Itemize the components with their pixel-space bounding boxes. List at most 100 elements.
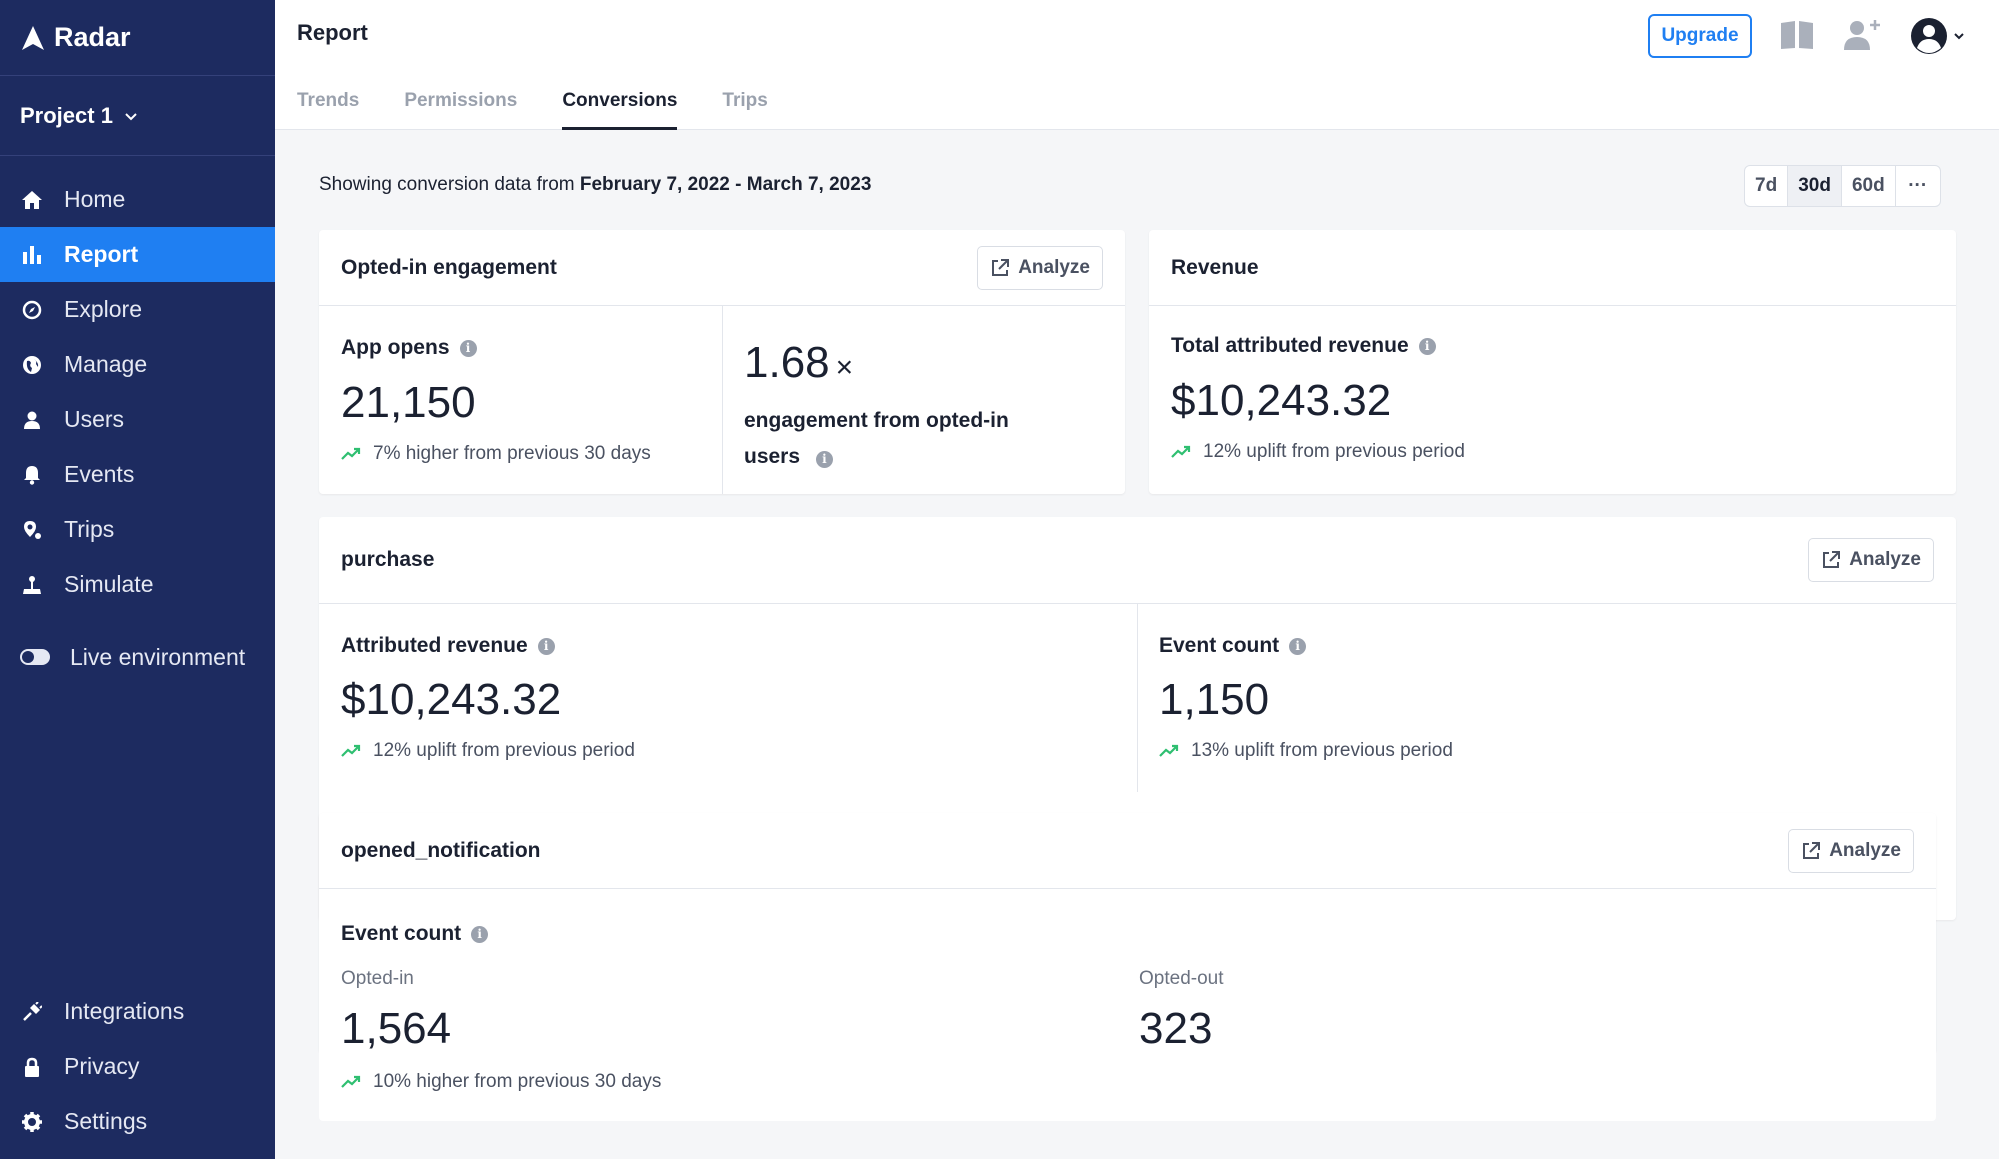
- range-60d-button[interactable]: 60d: [1842, 166, 1896, 206]
- sidebar-item-simulate[interactable]: Simulate: [0, 557, 275, 612]
- external-link-icon: [992, 258, 1010, 276]
- sidebar-item-label: Events: [64, 461, 135, 487]
- opted-out-value: 323: [1139, 1004, 1213, 1053]
- sidebar-item-explore[interactable]: Explore: [0, 282, 275, 337]
- range-selector: 7d 30d 60d ···: [1744, 165, 1941, 207]
- multiplier-label: engagement from opted-in users: [744, 409, 1009, 468]
- card-header: opened_notification Analyze: [319, 813, 1936, 889]
- lock-icon: [20, 1055, 44, 1079]
- globe-icon: [20, 353, 44, 377]
- sidebar-item-settings[interactable]: Settings: [0, 1094, 275, 1149]
- revenue-card: Revenue Total attributed revenue i $10,2…: [1149, 230, 1956, 494]
- analyze-label: Analyze: [1829, 839, 1901, 861]
- sidebar-item-label: Settings: [64, 1108, 148, 1134]
- add-user-icon[interactable]: [1843, 18, 1883, 57]
- plug-icon: [20, 1000, 44, 1024]
- sidebar-item-integrations[interactable]: Integrations: [0, 984, 275, 1039]
- delta-text: 7% higher from previous 30 days: [373, 443, 651, 464]
- joystick-icon: [20, 573, 44, 597]
- event-count-delta: 13% uplift from previous period: [1159, 740, 1453, 762]
- metric-label: Total attributed revenue i: [1171, 334, 1436, 358]
- multiplier-value: 1.68: [744, 338, 830, 387]
- app-opens-metric: App opens i: [341, 336, 477, 360]
- book-icon[interactable]: [1780, 20, 1814, 55]
- tab-trends[interactable]: Trends: [297, 90, 360, 111]
- route-pin-icon: [20, 518, 44, 542]
- opened-notification-body: Event count i Opted-in 1,564 10% higher …: [319, 889, 1936, 1121]
- event-count-value: 1,150: [1159, 675, 1270, 724]
- sidebar-item-users[interactable]: Users: [0, 392, 275, 447]
- opted-in-delta: 10% higher from previous 30 days: [341, 1071, 661, 1093]
- sidebar-item-privacy[interactable]: Privacy: [0, 1039, 275, 1094]
- info-icon[interactable]: i: [1418, 337, 1436, 355]
- metric-label: Event count i: [341, 922, 489, 946]
- sidebar-item-label: Explore: [64, 296, 142, 322]
- project-selector[interactable]: Project 1: [0, 76, 275, 156]
- upgrade-button[interactable]: Upgrade: [1648, 14, 1752, 58]
- app-opens-label: App opens: [341, 336, 450, 359]
- sidebar-item-events[interactable]: Events: [0, 447, 275, 502]
- sidebar-item-report[interactable]: Report: [0, 227, 275, 282]
- toggle-switch-icon[interactable]: [20, 649, 50, 665]
- date-range-start: February 7, 2022: [579, 174, 730, 195]
- info-icon[interactable]: i: [537, 637, 555, 655]
- analyze-button[interactable]: Analyze: [977, 245, 1103, 290]
- tab-bar: Trends Permissions Conversions Trips: [297, 86, 813, 130]
- notif-event-count-label: Event count: [341, 922, 462, 945]
- sidebar-item-label: Home: [64, 186, 126, 212]
- external-link-icon: [1823, 551, 1841, 568]
- range-30d-button[interactable]: 30d: [1788, 166, 1842, 206]
- brand-logo[interactable]: Radar: [0, 0, 275, 76]
- bell-icon: [20, 463, 44, 487]
- card-divider: [722, 306, 723, 494]
- delta-text: 13% uplift from previous period: [1191, 740, 1453, 761]
- more-options-button[interactable]: ···: [1908, 175, 1928, 196]
- tab-conversions[interactable]: Conversions: [562, 86, 678, 130]
- opted-in-engagement-card: Opted-in engagement Analyze App opens i …: [319, 230, 1125, 494]
- sidebar-item-label: Users: [64, 406, 125, 432]
- sidebar-item-trips[interactable]: Trips: [0, 502, 275, 557]
- app-opens-value: 21,150: [341, 378, 476, 427]
- bar-chart-icon: [20, 243, 44, 267]
- project-name: Project 1: [20, 102, 113, 128]
- user-icon: [20, 408, 44, 432]
- date-range-end: March 7, 2023: [746, 174, 872, 195]
- live-environment-toggle[interactable]: Live environment: [0, 624, 275, 690]
- trend-up-icon: [341, 744, 361, 757]
- total-revenue-label: Total attributed revenue: [1171, 334, 1409, 357]
- date-range-separator: -: [735, 174, 742, 195]
- sidebar-item-manage[interactable]: Manage: [0, 337, 275, 392]
- total-revenue-delta: 12% uplift from previous period: [1171, 441, 1465, 463]
- opted-in-value: 1,564: [341, 1004, 452, 1053]
- info-icon[interactable]: i: [459, 339, 477, 357]
- analyze-label: Analyze: [1018, 256, 1090, 278]
- tab-permissions[interactable]: Permissions: [404, 90, 518, 111]
- gear-icon: [20, 1110, 44, 1134]
- total-revenue-value: $10,243.32: [1171, 376, 1392, 425]
- attributed-revenue-label: Attributed revenue: [341, 634, 528, 657]
- trend-up-icon: [341, 447, 361, 460]
- range-7d-button[interactable]: 7d: [1745, 166, 1789, 206]
- sidebar-item-label: Simulate: [64, 571, 154, 597]
- sidebar: Radar Project 1 Home Report Explore Mana…: [0, 0, 275, 1159]
- tab-trips[interactable]: Trips: [722, 90, 768, 111]
- analyze-button[interactable]: Analyze: [1788, 828, 1914, 873]
- sidebar-item-label: Integrations: [64, 998, 185, 1024]
- multiplier-label-wrap: engagement from opted-in users i: [744, 403, 1044, 475]
- sidebar-item-label: Trips: [64, 516, 115, 542]
- info-icon[interactable]: i: [471, 925, 489, 943]
- app-opens-delta: 7% higher from previous 30 days: [341, 443, 651, 465]
- info-icon[interactable]: i: [1289, 637, 1307, 655]
- account-avatar-icon[interactable]: [1909, 16, 1967, 61]
- delta-text: 12% uplift from previous period: [373, 740, 635, 761]
- sidebar-item-home[interactable]: Home: [0, 172, 275, 227]
- opted-out-label: Opted-out: [1139, 968, 1224, 989]
- card-title: Revenue: [1171, 255, 1259, 279]
- radar-logo-icon: [22, 25, 44, 50]
- info-icon[interactable]: i: [815, 450, 833, 468]
- card-divider: [1137, 604, 1138, 792]
- trend-up-icon: [1159, 744, 1179, 757]
- sidebar-bottom-nav: Integrations Privacy Settings: [0, 984, 275, 1149]
- compass-icon: [20, 298, 44, 322]
- analyze-button[interactable]: Analyze: [1808, 538, 1934, 582]
